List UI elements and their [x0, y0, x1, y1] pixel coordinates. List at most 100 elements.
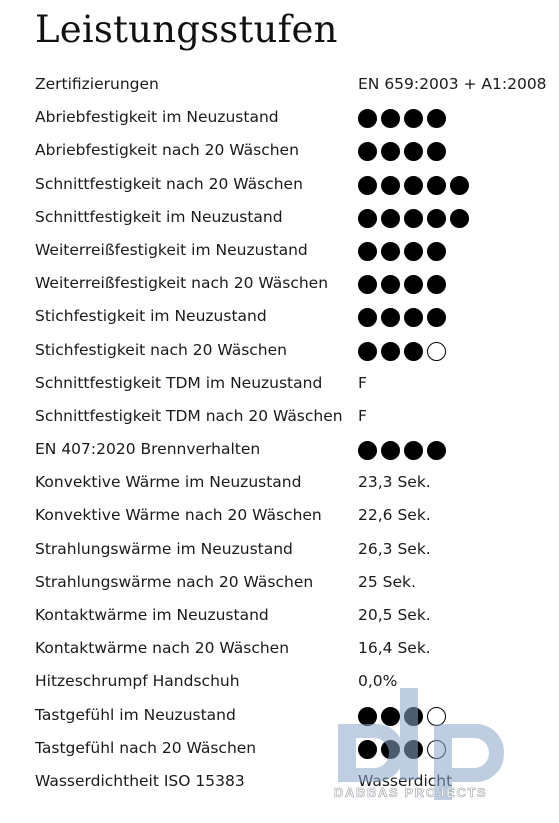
- row-label: Kontaktwärme nach 20 Wäschen: [35, 639, 290, 658]
- row-value: 22,6 Sek.: [358, 506, 431, 525]
- filled-circle-icon: [404, 341, 423, 361]
- row-label: Hitzeschrumpf Handschuh: [35, 672, 240, 691]
- table-row: EN 407:2020 Brennverhalten: [0, 433, 559, 466]
- filled-circle-icon: [358, 241, 377, 261]
- row-value: Wasserdicht: [358, 771, 453, 790]
- table-row: Stichfestigkeit nach 20 Wäschen: [0, 334, 559, 367]
- rating-dots: [358, 739, 446, 759]
- filled-circle-icon: [358, 275, 377, 295]
- filled-circle-icon: [427, 441, 446, 461]
- filled-circle-icon: [427, 241, 446, 261]
- filled-circle-icon: [381, 441, 400, 461]
- filled-circle-icon: [358, 308, 377, 328]
- filled-circle-icon: [450, 208, 469, 228]
- filled-circle-icon: [450, 175, 469, 195]
- filled-circle-icon: [404, 706, 423, 726]
- filled-circle-icon: [381, 341, 400, 361]
- empty-circle-icon: [427, 739, 446, 759]
- row-label: Strahlungswärme im Neuzustand: [35, 539, 293, 558]
- table-row: Stichfestigkeit im Neuzustand: [0, 300, 559, 333]
- row-value: 16,4 Sek.: [358, 639, 431, 658]
- table-row: Hitzeschrumpf Handschuh 0,0%: [0, 665, 559, 698]
- table-row: Tastgefühl im Neuzustand: [0, 699, 559, 732]
- filled-circle-icon: [358, 739, 377, 759]
- filled-circle-icon: [404, 275, 423, 295]
- rating-dots: [358, 142, 446, 162]
- table-row: Abriebfestigkeit im Neuzustand: [0, 101, 559, 134]
- filled-circle-icon: [404, 308, 423, 328]
- table-row: Abriebfestigkeit nach 20 Wäschen: [0, 134, 559, 167]
- row-label: Stichfestigkeit nach 20 Wäschen: [35, 340, 287, 359]
- table-row: Schnittfestigkeit TDM nach 20 Wäschen F: [0, 400, 559, 433]
- filled-circle-icon: [381, 739, 400, 759]
- table-row: Weiterreißfestigkeit im Neuzustand: [0, 234, 559, 267]
- filled-circle-icon: [381, 275, 400, 295]
- rating-dots: [358, 109, 446, 129]
- page-title: Leistungsstufen: [35, 8, 338, 51]
- filled-circle-icon: [404, 109, 423, 129]
- filled-circle-icon: [404, 142, 423, 162]
- row-value: 23,3 Sek.: [358, 473, 431, 492]
- table-row: Tastgefühl nach 20 Wäschen: [0, 732, 559, 765]
- row-label: Weiterreißfestigkeit nach 20 Wäschen: [35, 274, 329, 293]
- row-label: EN 407:2020 Brennverhalten: [35, 440, 261, 459]
- performance-levels-list: Zertifizierungen EN 659:2003 + A1:2008 Abr…: [0, 68, 559, 798]
- filled-circle-icon: [427, 142, 446, 162]
- row-value: 20,5 Sek.: [358, 606, 431, 624]
- filled-circle-icon: [404, 175, 423, 195]
- filled-circle-icon: [427, 275, 446, 295]
- filled-circle-icon: [358, 142, 377, 162]
- row-label: Konvektive Wärme im Neuzustand: [35, 473, 302, 492]
- table-row: Schnittfestigkeit nach 20 Wäschen: [0, 168, 559, 201]
- filled-circle-icon: [358, 175, 377, 195]
- row-label: Schnittfestigkeit TDM nach 20 Wäschen: [35, 406, 343, 425]
- row-label: Tastgefühl nach 20 Wäschen: [35, 738, 257, 757]
- empty-circle-icon: [427, 706, 446, 726]
- filled-circle-icon: [427, 208, 446, 228]
- filled-circle-icon: [381, 706, 400, 726]
- filled-circle-icon: [427, 308, 446, 328]
- table-row: Zertifizierungen EN 659:2003 + A1:2008: [0, 68, 559, 101]
- row-label: Konvektive Wärme nach 20 Wäschen: [35, 506, 322, 525]
- rating-dots: [358, 241, 446, 261]
- row-label: Stichfestigkeit im Neuzustand: [35, 307, 267, 326]
- row-label: Schnittfestigkeit im Neuzustand: [35, 207, 283, 226]
- rating-dots: [358, 441, 446, 461]
- filled-circle-icon: [358, 706, 377, 726]
- filled-circle-icon: [358, 341, 377, 361]
- filled-circle-icon: [358, 441, 377, 461]
- filled-circle-icon: [381, 109, 400, 129]
- row-value: 0,0%: [358, 672, 398, 691]
- rating-dots: [358, 275, 446, 295]
- row-value: F: [358, 373, 367, 392]
- table-row: Kontaktwärme nach 20 Wäschen 16,4 Sek.: [0, 632, 559, 665]
- row-label: Strahlungswärme nach 20 Wäschen: [35, 572, 314, 591]
- table-row: Strahlungswärme nach 20 Wäschen 25 Sek.: [0, 566, 559, 599]
- filled-circle-icon: [404, 441, 423, 461]
- table-row: Strahlungswärme im Neuzustand 26,3 Sek.: [0, 533, 559, 566]
- row-label: Schnittfestigkeit nach 20 Wäschen: [35, 174, 303, 193]
- table-row: Konvektive Wärme nach 20 Wäschen 22,6 Sek…: [0, 499, 559, 532]
- filled-circle-icon: [404, 241, 423, 261]
- filled-circle-icon: [358, 109, 377, 129]
- filled-circle-icon: [358, 208, 377, 228]
- filled-circle-icon: [381, 175, 400, 195]
- row-value: F: [358, 406, 367, 425]
- rating-dots: [358, 341, 446, 361]
- row-label: Schnittfestigkeit TDM im Neuzustand: [35, 373, 323, 392]
- table-row: Wasserdichtheit ISO 15383 Wasserdicht: [0, 765, 559, 798]
- rating-dots: [358, 175, 469, 195]
- rating-dots: [358, 208, 469, 228]
- filled-circle-icon: [381, 208, 400, 228]
- filled-circle-icon: [381, 142, 400, 162]
- row-label: Wasserdichtheit ISO 15383: [35, 771, 245, 790]
- row-value: 25 Sek.: [358, 572, 416, 591]
- filled-circle-icon: [381, 241, 400, 261]
- filled-circle-icon: [427, 109, 446, 129]
- row-label: Kontaktwärme im Neuzustand: [35, 606, 269, 624]
- rating-dots: [358, 308, 446, 328]
- row-value: 26,3 Sek.: [358, 539, 431, 558]
- empty-circle-icon: [427, 341, 446, 361]
- filled-circle-icon: [381, 308, 400, 328]
- row-label: Abriebfestigkeit im Neuzustand: [35, 108, 279, 127]
